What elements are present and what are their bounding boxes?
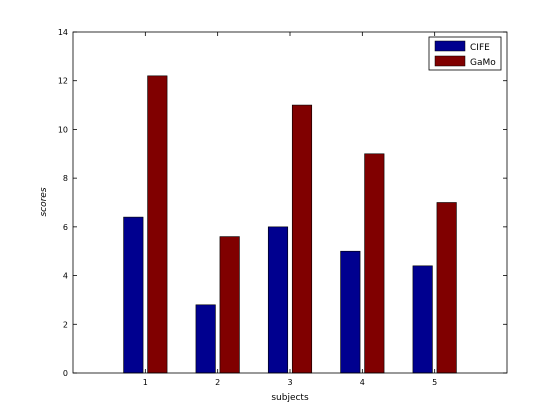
bar-cife-1 — [123, 216, 144, 374]
bar-cife-5 — [412, 265, 433, 374]
x-tick-label: 1 — [143, 378, 148, 387]
y-tick-label: 10 — [58, 125, 68, 134]
plot-area — [73, 32, 507, 373]
y-axis-ticks: 0 2 4 6 8 10 12 14 — [58, 28, 507, 378]
plot-frame — [72, 31, 508, 374]
y-tick-label: 4 — [63, 272, 68, 281]
bar-gamo-1 — [147, 75, 168, 374]
y-tick-label: 8 — [63, 174, 68, 183]
legend-swatch-gamo — [434, 55, 466, 67]
bar-cife-4 — [340, 250, 361, 374]
bar-cife-2 — [195, 304, 216, 374]
legend-label-gamo: GaMo — [470, 58, 496, 68]
y-axis-label: scores — [39, 187, 49, 216]
x-tick-label: 4 — [360, 378, 365, 387]
y-tick-label: 14 — [58, 28, 68, 37]
x-tick-label: 2 — [215, 378, 220, 387]
legend-swatch-cife — [434, 40, 466, 52]
legend-label-cife: CIFE — [470, 43, 490, 53]
x-axis-label: subjects — [271, 393, 309, 403]
bar-cife-3 — [267, 226, 289, 374]
bar-gamo-5 — [436, 202, 457, 374]
y-tick-label: 0 — [63, 369, 68, 378]
bar-gamo-4 — [364, 153, 385, 374]
legend: CIFE GaMo — [428, 36, 502, 71]
x-tick-label: 5 — [432, 378, 437, 387]
y-tick-label: 12 — [58, 77, 68, 86]
x-tick-label: 3 — [287, 378, 292, 387]
x-axis-ticks: 1 2 3 4 5 — [143, 32, 437, 387]
y-tick-label: 2 — [63, 320, 68, 329]
bar-gamo-2 — [219, 236, 240, 374]
bar-gamo-3 — [291, 104, 313, 374]
y-tick-label: 6 — [63, 223, 68, 232]
bars-group — [123, 75, 457, 374]
